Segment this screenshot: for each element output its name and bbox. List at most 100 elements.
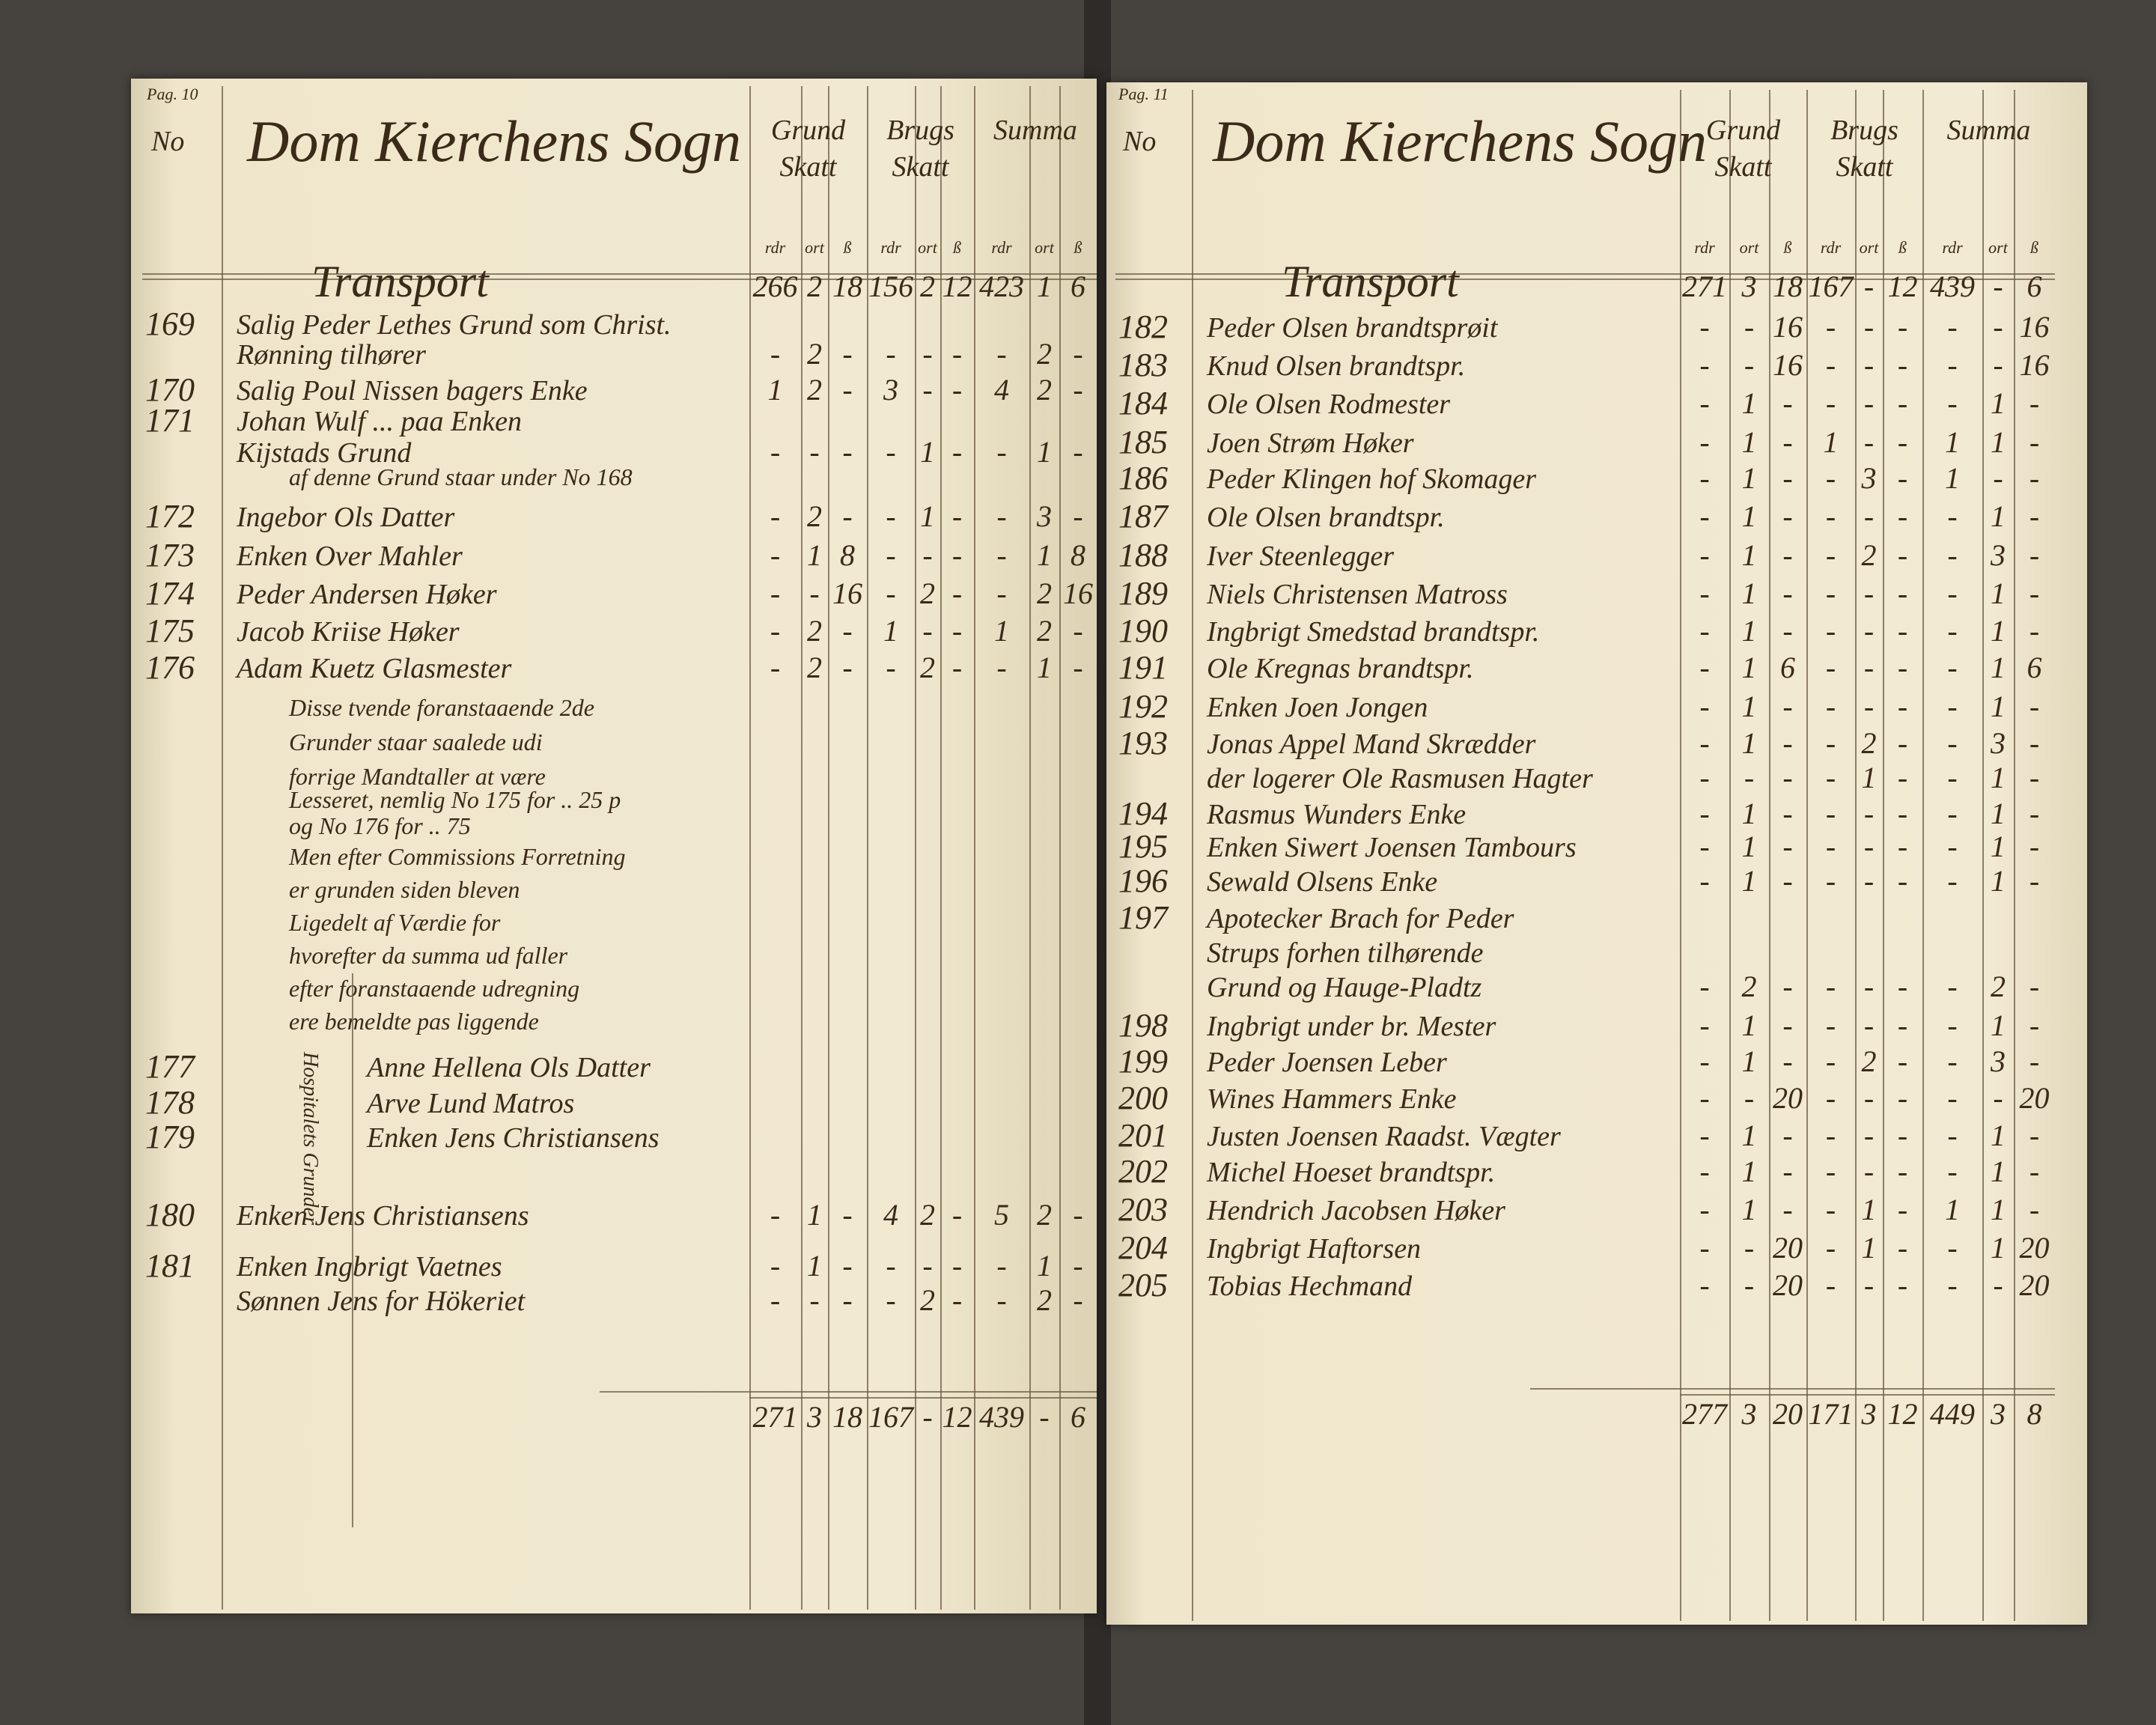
amount-cell: - xyxy=(1993,1081,2003,1115)
entry-name: Sønnen Jens for Hökeriet xyxy=(237,1286,526,1317)
entry-name: Rasmus Wunders Enke xyxy=(1207,799,1467,830)
amount-cell: - xyxy=(1825,651,1836,684)
amount-cell: - xyxy=(2029,970,2040,1003)
amount-cell: 20 xyxy=(1773,1231,1803,1265)
row-rule xyxy=(1115,273,2055,275)
column-header-1: Brugs Skatt xyxy=(886,115,954,183)
amount-cell: - xyxy=(1744,1268,1755,1302)
amount-cell: - xyxy=(1699,348,1710,382)
entry-number: 195 xyxy=(1118,828,1168,865)
amount-cell: - xyxy=(1782,614,1793,648)
amount-cell: - xyxy=(1897,1154,1908,1188)
total-cell: 18 xyxy=(832,1400,862,1434)
column-rule xyxy=(749,86,751,1610)
amount-cell: - xyxy=(1744,348,1755,382)
amount-cell: 2 xyxy=(1991,970,2006,1003)
amount-cell: - xyxy=(1863,1268,1875,1302)
entry-number: 184 xyxy=(1118,385,1168,422)
total-cell: 449 xyxy=(1930,1397,1975,1431)
amount-cell: - xyxy=(886,337,896,371)
entry-name: Strups forhen tilhørende xyxy=(1207,937,1484,969)
amount-cell: 6 xyxy=(1071,270,1085,303)
amount-cell: - xyxy=(2029,425,2040,459)
amount-cell: - xyxy=(922,538,933,572)
amount-cell: 266 xyxy=(752,270,798,303)
amount-cell: - xyxy=(1947,1008,1958,1042)
amount-cell: - xyxy=(1897,1081,1908,1115)
entry-number: 175 xyxy=(145,612,195,649)
amount-cell: 12 xyxy=(1887,270,1918,303)
amount-cell: - xyxy=(1993,1268,2003,1302)
amount-cell: - xyxy=(1782,1154,1793,1188)
amount-cell: - xyxy=(1825,1119,1836,1152)
column-rule xyxy=(1982,90,1984,1621)
amount-cell: - xyxy=(1947,1119,1958,1152)
entry-name: er grunden siden bleven xyxy=(289,876,520,903)
amount-cell: 1 xyxy=(1741,726,1757,760)
column-rule xyxy=(940,86,942,1610)
entry-name: Ingbrigt Smedstad brandtspr. xyxy=(1207,616,1540,648)
amount-cell: - xyxy=(1897,1193,1908,1226)
unit-header: rdr xyxy=(1942,238,1963,257)
amount-cell: 1 xyxy=(1741,425,1757,459)
amount-cell: - xyxy=(1073,373,1083,407)
number-column-header: No xyxy=(151,126,185,157)
amount-cell: - xyxy=(842,337,853,371)
amount-cell: - xyxy=(951,1198,963,1232)
amount-cell: 1 xyxy=(1991,499,2006,533)
entry-name: Grunder staar saalede udi xyxy=(289,728,543,755)
entry-name: Men efter Commissions Forretning xyxy=(289,843,626,870)
amount-cell: 3 xyxy=(1037,499,1052,533)
amount-cell: - xyxy=(1897,348,1908,382)
amount-cell: - xyxy=(1699,461,1710,495)
amount-cell: 1 xyxy=(1991,1154,2006,1188)
total-cell: 277 xyxy=(1682,1397,1727,1431)
amount-cell: 2 xyxy=(1861,726,1877,760)
amount-cell: 1 xyxy=(1991,1119,2006,1152)
amount-cell: 1 xyxy=(1741,614,1757,648)
entry-number: 187 xyxy=(1118,498,1168,535)
entry-name: Niels Christensen Matross xyxy=(1207,579,1508,610)
amount-cell: - xyxy=(1699,1119,1710,1152)
amount-cell: - xyxy=(1782,864,1793,898)
amount-cell: - xyxy=(1897,461,1908,495)
amount-cell: 1 xyxy=(1037,538,1052,572)
amount-cell: 1 xyxy=(883,614,898,648)
amount-cell: 1 xyxy=(1991,830,2006,863)
amount-cell: - xyxy=(1699,576,1710,610)
unit-header: ß xyxy=(953,238,961,257)
amount-cell: - xyxy=(1897,310,1908,344)
amount-cell: - xyxy=(1863,1081,1875,1115)
amount-cell: - xyxy=(1825,348,1836,382)
amount-cell: 1 xyxy=(1741,864,1757,898)
amount-cell: - xyxy=(922,373,933,407)
amount-cell: - xyxy=(770,337,781,371)
entry-name: Anne Hellena Ols Datter xyxy=(367,1052,651,1083)
column-header-2: Summa xyxy=(993,115,1077,146)
amount-cell: - xyxy=(1825,970,1836,1003)
amount-cell: - xyxy=(1897,576,1908,610)
unit-header: ort xyxy=(1859,238,1879,257)
amount-cell: - xyxy=(886,499,896,533)
amount-cell: 4 xyxy=(883,1198,898,1232)
entry-name: Lesseret, nemlig No 175 for .. 25 p xyxy=(289,786,621,813)
amount-cell: - xyxy=(1073,614,1083,648)
amount-cell: - xyxy=(1947,726,1958,760)
unit-header: ß xyxy=(2030,238,2038,257)
amount-cell: - xyxy=(770,1283,781,1317)
unit-header: ort xyxy=(805,238,824,257)
amount-cell: 1 xyxy=(1741,499,1757,533)
amount-cell: 1 xyxy=(1741,830,1757,863)
total-cell: 3 xyxy=(807,1400,822,1434)
amount-cell: - xyxy=(1744,1231,1755,1265)
entry-name: Enken Siwert Joensen Tambours xyxy=(1207,832,1577,863)
entry-number: 179 xyxy=(145,1119,195,1155)
amount-cell: - xyxy=(1699,761,1710,794)
entry-number: 199 xyxy=(1118,1043,1168,1080)
amount-cell: - xyxy=(809,1283,820,1317)
row-rule xyxy=(600,1391,1097,1393)
amount-cell: 1 xyxy=(920,499,935,533)
amount-cell: 1 xyxy=(1741,461,1757,495)
entry-number: 205 xyxy=(1118,1267,1168,1303)
amount-cell: - xyxy=(1073,435,1083,469)
